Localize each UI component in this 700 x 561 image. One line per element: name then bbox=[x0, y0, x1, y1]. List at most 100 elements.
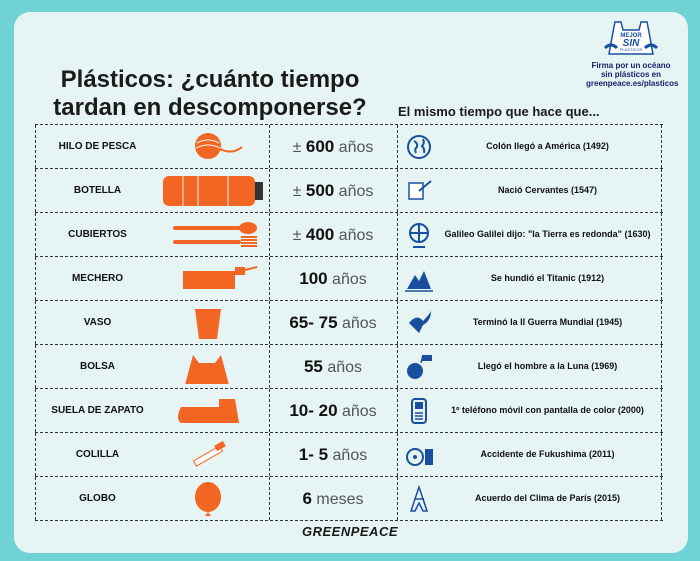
row-divider bbox=[397, 477, 398, 520]
phone-icon bbox=[411, 398, 427, 424]
logo-line-1: MEJOR bbox=[620, 33, 642, 39]
campaign-logo: MEJOR SIN PLÁSTICOS Firma por un océano … bbox=[586, 18, 679, 88]
logo-caption-3: greenpeace.es/plasticos bbox=[586, 79, 679, 88]
item-label: SUELA DE ZAPATO bbox=[51, 405, 144, 416]
row-divider bbox=[35, 433, 36, 476]
row-divider bbox=[35, 477, 36, 520]
row-divider bbox=[661, 169, 662, 212]
time-unit: años bbox=[327, 271, 367, 288]
event-text: Terminó la II Guerra Mundial (1945) bbox=[472, 317, 623, 327]
cigarette-icon bbox=[192, 440, 226, 467]
item-label: COLILLA bbox=[75, 449, 120, 460]
item-label: BOTELLA bbox=[73, 185, 122, 196]
row-divider bbox=[397, 389, 398, 432]
row-divider bbox=[269, 213, 270, 256]
item-label: CUBIERTOS bbox=[68, 229, 127, 240]
title-line-2: tardan en descomponerse? bbox=[53, 94, 367, 121]
table-row: VASO 65- 75 años Terminó la II Guerra Mu… bbox=[35, 300, 663, 344]
table-row: HILO DE PESCA ± 600 años Colón llegó a A… bbox=[35, 124, 663, 168]
row-divider bbox=[269, 257, 270, 300]
decompose-time: ± 600 años bbox=[269, 125, 397, 168]
row-divider bbox=[269, 125, 270, 168]
time-number: 6 bbox=[302, 489, 312, 508]
row-divider bbox=[269, 301, 270, 344]
time-unit: meses bbox=[311, 491, 364, 508]
logo-caption-2: sin plásticos en bbox=[600, 70, 662, 79]
bottle-icon bbox=[163, 176, 263, 206]
time-prefix: ± bbox=[292, 139, 306, 156]
table-row: MECHERO 100 años Se hundió el Titanic (1… bbox=[35, 256, 663, 300]
dove-icon bbox=[409, 311, 431, 333]
time-prefix: ± bbox=[292, 227, 306, 244]
decompose-time: 100 años bbox=[269, 257, 397, 300]
time-number: 55 bbox=[303, 357, 323, 376]
row-divider bbox=[397, 301, 398, 344]
bag-icon bbox=[185, 355, 229, 384]
time-unit: años bbox=[322, 359, 363, 376]
time-number: 400 bbox=[305, 225, 335, 244]
decompose-time: ± 400 años bbox=[269, 213, 397, 256]
logo-line-2: SIN bbox=[623, 38, 640, 49]
decompose-time: 65- 75 años bbox=[269, 301, 397, 344]
event-text: Colón llegó a América (1492) bbox=[486, 141, 609, 151]
row-divider bbox=[269, 345, 270, 388]
row-divider bbox=[661, 213, 662, 256]
time-number: 65- 75 bbox=[289, 313, 338, 332]
row-divider bbox=[397, 257, 398, 300]
title-line-1: Plásticos: ¿cuánto tiempo bbox=[60, 66, 360, 93]
time-number: 600 bbox=[305, 137, 335, 156]
lighter-icon bbox=[183, 266, 258, 289]
balloon-icon bbox=[195, 482, 221, 516]
table-row: BOTELLA ± 500 años Nació Cervantes (1547… bbox=[35, 168, 663, 212]
eiffel-icon bbox=[409, 485, 429, 512]
row-divider bbox=[661, 125, 662, 168]
row-divider bbox=[661, 433, 662, 476]
decompose-time: ± 500 años bbox=[269, 169, 397, 212]
table-row: CUBIERTOS ± 400 años Galileo Galilei dij… bbox=[35, 212, 663, 256]
row-divider bbox=[35, 169, 36, 212]
row-divider bbox=[35, 301, 36, 344]
comparison-table: HILO DE PESCA ± 600 años Colón llegó a A… bbox=[35, 124, 663, 521]
nuclear-icon bbox=[406, 448, 433, 466]
event-text: Galileo Galilei dijo: "la Tierra es redo… bbox=[444, 229, 651, 239]
event-text: Llegó el hombre a la Luna (1969) bbox=[477, 361, 618, 371]
row-divider bbox=[269, 389, 270, 432]
subtitle: El mismo tiempo que hace que... bbox=[398, 104, 600, 119]
time-number: 1- 5 bbox=[298, 445, 329, 464]
row-divider bbox=[397, 169, 398, 212]
item-label: BOLSA bbox=[80, 361, 115, 372]
table-row: BOLSA 55 años Llegó el hombre a la Luna … bbox=[35, 344, 663, 388]
row-divider bbox=[35, 257, 36, 300]
item-label: VASO bbox=[83, 317, 112, 328]
row-divider bbox=[661, 257, 662, 300]
time-unit: años bbox=[334, 183, 374, 200]
decompose-time: 1- 5 años bbox=[269, 433, 397, 476]
event-text: 1º teléfono móvil con pantalla de color … bbox=[451, 405, 644, 415]
event-text: Nació Cervantes (1547) bbox=[497, 185, 598, 195]
greenpeace-logo: GREENPEACE bbox=[301, 524, 399, 539]
row-divider bbox=[397, 213, 398, 256]
row-divider bbox=[35, 213, 36, 256]
decompose-time: 10- 20 años bbox=[269, 389, 397, 432]
page-title: Plásticos: ¿cuánto tiempo tardan en desc… bbox=[40, 66, 380, 122]
logo-line-3: PLÁSTICOS bbox=[620, 47, 643, 52]
time-unit: años bbox=[334, 227, 374, 244]
row-divider bbox=[397, 345, 398, 388]
item-label: MECHERO bbox=[71, 273, 124, 284]
time-unit: años bbox=[337, 315, 377, 332]
iceberg-icon bbox=[405, 271, 433, 292]
time-number: 500 bbox=[305, 181, 335, 200]
logo-caption-1: Firma por un océano bbox=[591, 61, 671, 70]
quill-icon bbox=[408, 180, 432, 200]
cutlery-icon bbox=[173, 222, 257, 247]
row-divider bbox=[35, 125, 36, 168]
event-text: Acuerdo del Clima de París (2015) bbox=[474, 493, 621, 503]
row-divider bbox=[661, 345, 662, 388]
table-row: GLOBO 6 meses Acuerdo del Clima de París… bbox=[35, 476, 663, 521]
row-divider bbox=[35, 345, 36, 388]
event-text: Se hundió el Titanic (1912) bbox=[490, 273, 605, 283]
row-divider bbox=[661, 477, 662, 520]
decompose-time: 55 años bbox=[269, 345, 397, 388]
table-row: COLILLA 1- 5 años Accidente de Fukushima… bbox=[35, 432, 663, 476]
decompose-time: 6 meses bbox=[269, 477, 397, 520]
